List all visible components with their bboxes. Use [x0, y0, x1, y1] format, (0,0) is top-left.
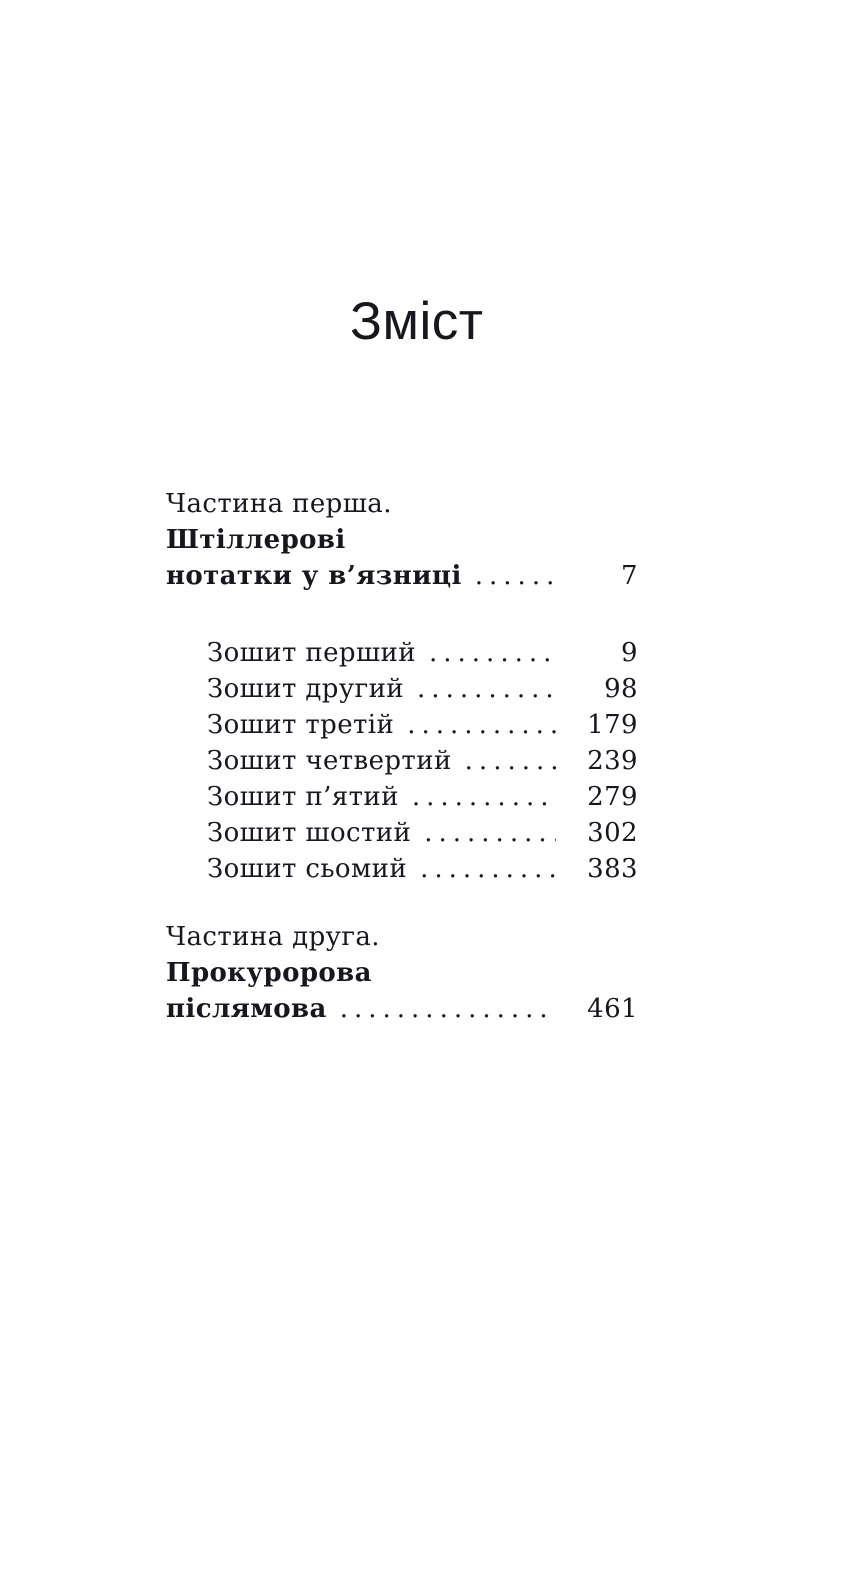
toc-row: Зошит третій 179 — [207, 707, 638, 743]
toc-page-number: 279 — [587, 782, 638, 812]
toc-section-part1: Частина перша. Штіллерові нотатки у в’яз… — [166, 486, 638, 594]
part1-heading-line2: Штіллерові — [166, 525, 346, 555]
dot-leader — [420, 851, 556, 887]
dot-leader — [429, 635, 556, 671]
toc-entry-label: Зошит п’ятий — [207, 782, 399, 812]
dot-leader — [475, 558, 556, 594]
toc-row: Зошит сьомий 383 — [207, 851, 638, 887]
toc-row: Зошит п’ятий 279 — [207, 779, 638, 815]
toc-row: Зошит шостий 302 — [207, 815, 638, 851]
toc-row-part2: післямова 461 — [166, 991, 638, 1027]
dot-leader — [424, 815, 556, 851]
toc-row-part1: нотатки у в’язниці 7 — [166, 558, 638, 594]
toc-page-number: 179 — [587, 710, 638, 740]
part2-heading-line1: Частина друга. — [166, 922, 380, 952]
toc-entry-label: Зошит перший — [207, 638, 416, 668]
dot-leader — [417, 671, 556, 707]
dot-leader — [340, 991, 556, 1027]
dot-leader — [412, 779, 556, 815]
toc-page-number: 98 — [604, 674, 638, 704]
toc-entry-label: Зошит четвертий — [207, 746, 452, 776]
toc-section-part2: Частина друга. Прокуророва післямова 461 — [166, 919, 638, 1027]
toc-page-number: 7 — [621, 561, 638, 591]
toc-entry-label: Зошит сьомий — [207, 854, 408, 884]
part1-heading-line1: Частина перша. — [166, 489, 392, 519]
dot-leader — [465, 743, 556, 779]
toc-entry-label: Зошит шостий — [207, 818, 412, 848]
toc-page-number: 302 — [587, 818, 638, 848]
dot-leader — [407, 707, 556, 743]
toc-page-number: 239 — [587, 746, 638, 776]
toc-row: Зошит перший 9 — [207, 635, 638, 671]
toc-row: Зошит другий 98 — [207, 671, 638, 707]
page-title: Зміст — [350, 292, 484, 351]
toc-row: Зошит четвертий 239 — [207, 743, 638, 779]
part1-heading-line3: нотатки у в’язниці — [166, 561, 462, 591]
toc-entries-part1: Зошит перший 9 Зошит другий 98 Зошит тре… — [207, 635, 638, 887]
toc-entry-label: Зошит другий — [207, 674, 405, 704]
toc-page-number: 461 — [587, 994, 638, 1024]
part2-heading-line3: післямова — [166, 994, 327, 1024]
part2-heading-line2: Прокуророва — [166, 958, 372, 988]
toc-page-number: 383 — [587, 854, 638, 884]
toc-entry-label: Зошит третій — [207, 710, 395, 740]
toc-page-number: 9 — [621, 638, 638, 668]
